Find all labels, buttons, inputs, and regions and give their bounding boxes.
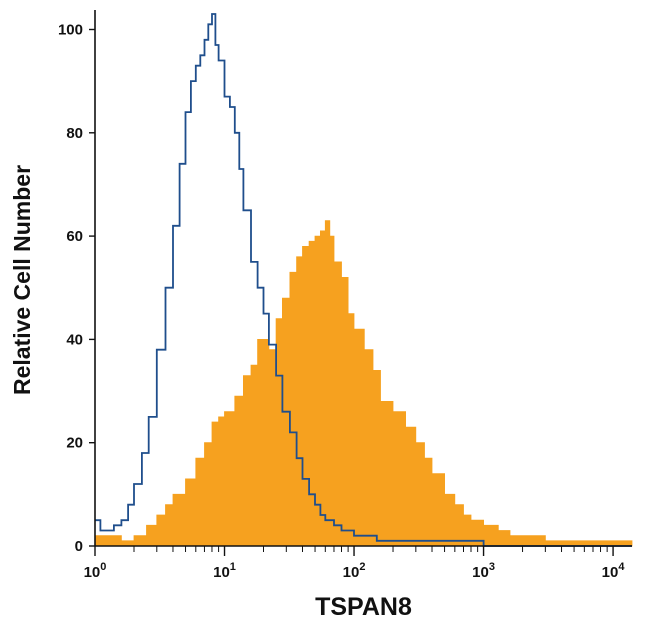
x-tick-label-10000: 104 xyxy=(602,561,626,581)
x-tick-label-1: 100 xyxy=(84,561,107,581)
y-tick-label-60: 60 xyxy=(66,228,83,245)
x-tick-label-1000: 103 xyxy=(472,561,495,581)
axis-layer xyxy=(89,10,632,556)
x-tick-label-10: 101 xyxy=(213,561,236,581)
y-tick-label-0: 0 xyxy=(75,538,83,555)
y-tick-label-80: 80 xyxy=(66,125,83,142)
y-tick-label-20: 20 xyxy=(66,435,83,452)
series-layer xyxy=(94,13,633,547)
x-axis-title: TSPAN8 xyxy=(315,593,412,621)
y-tick-label-100: 100 xyxy=(58,21,83,38)
series-0-filled-histogram xyxy=(94,220,633,547)
label-layer: 0 20 40 60 80 100 100 101 102 103 104 TSPAN8 Relativ… xyxy=(9,21,625,621)
y-tick-label-40: 40 xyxy=(66,331,83,348)
x-tick-label-100: 102 xyxy=(343,561,366,581)
series-1-outline-histogram xyxy=(95,13,632,547)
y-axis-title: Relative Cell Number xyxy=(9,165,35,395)
